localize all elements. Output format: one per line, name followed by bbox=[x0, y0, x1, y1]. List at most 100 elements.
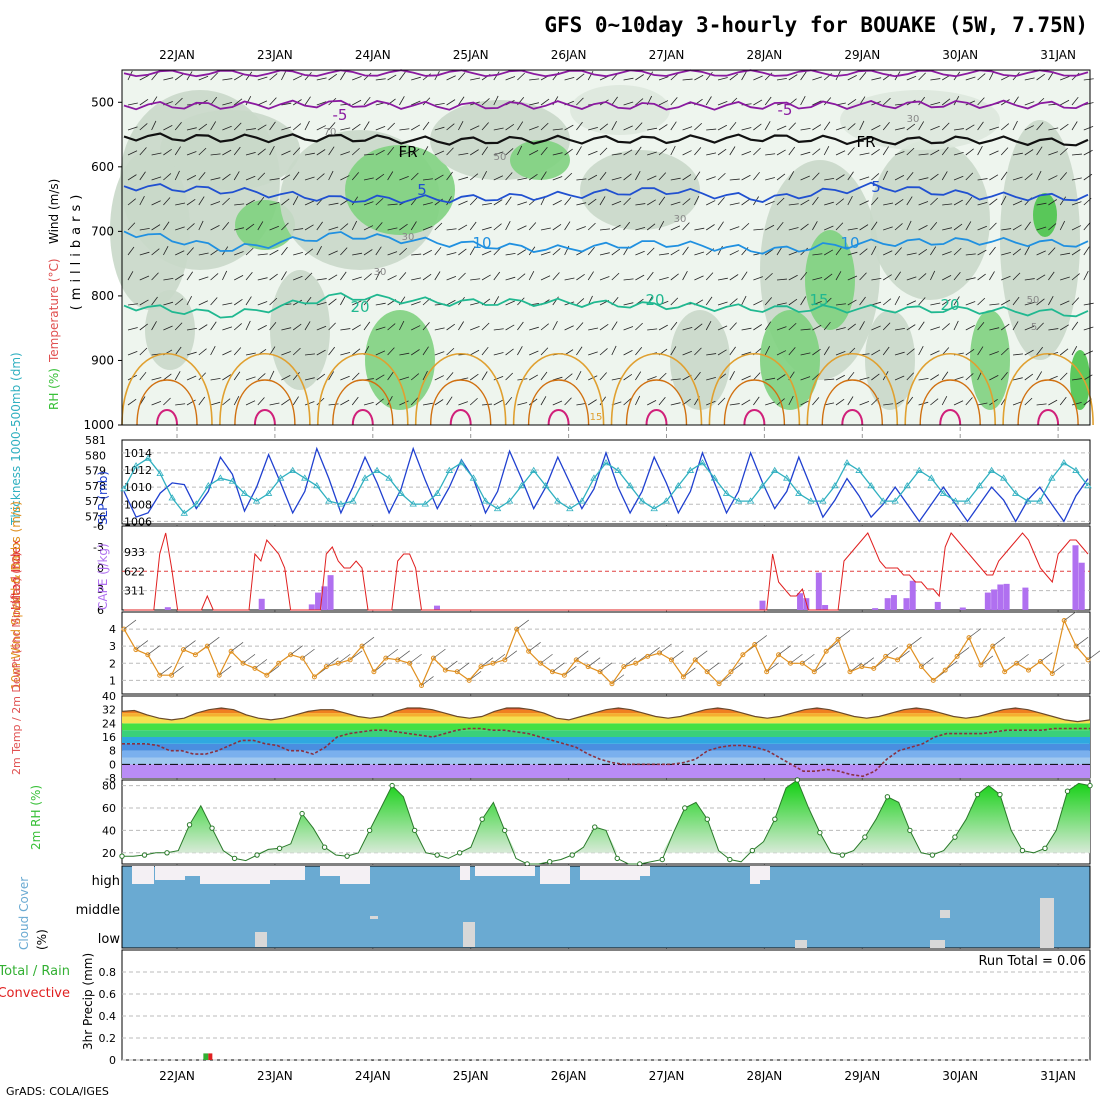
cloud-high-gap bbox=[475, 866, 535, 876]
wind-barb bbox=[859, 200, 869, 206]
wind-barb bbox=[387, 171, 394, 181]
wind-barb bbox=[658, 76, 669, 81]
wind-barb bbox=[529, 350, 539, 356]
precip-ylabel-total: Total / Rain bbox=[0, 964, 70, 979]
wind-barb bbox=[824, 378, 835, 381]
contour-label: 30 bbox=[374, 267, 387, 278]
bl-isotherm-inner bbox=[1017, 379, 1079, 426]
wind10m-point bbox=[585, 664, 591, 670]
rh-point bbox=[231, 855, 238, 862]
wind-barb bbox=[965, 124, 975, 131]
thickness-point bbox=[1036, 497, 1044, 504]
wind-barb bbox=[623, 125, 633, 131]
wind-barb bbox=[292, 196, 299, 206]
wind-barb bbox=[198, 147, 207, 156]
wind-barb bbox=[434, 351, 445, 356]
wind-barb bbox=[883, 202, 894, 206]
wind-barb bbox=[871, 125, 881, 131]
wind-barb bbox=[894, 351, 905, 356]
wind-barb bbox=[139, 195, 145, 206]
wind-barb bbox=[127, 174, 137, 181]
wind-barb bbox=[635, 74, 644, 81]
wind-barb bbox=[245, 175, 256, 181]
wind-barb bbox=[1071, 249, 1081, 256]
wind10m-barb bbox=[147, 645, 161, 655]
wind10m-barb bbox=[814, 662, 827, 673]
cape-bar bbox=[984, 592, 991, 610]
wind10m-point bbox=[966, 635, 972, 641]
wind10m-point bbox=[597, 669, 603, 675]
wind-barb bbox=[186, 175, 197, 181]
rh-point bbox=[592, 824, 598, 830]
thickness-point bbox=[204, 482, 213, 489]
wind-barb bbox=[635, 274, 645, 281]
wind-barb bbox=[764, 96, 772, 106]
wind-barb bbox=[174, 146, 181, 156]
wind-barb bbox=[989, 222, 997, 231]
cape-bar bbox=[934, 601, 941, 610]
wind-barb bbox=[245, 296, 252, 306]
wind-barb bbox=[623, 197, 631, 206]
wind-barb bbox=[599, 171, 607, 181]
wind-barb bbox=[694, 347, 702, 356]
wind10m-barb bbox=[611, 674, 625, 685]
wind-barb bbox=[800, 151, 811, 156]
wind-barb bbox=[387, 251, 398, 256]
wind-barb bbox=[1024, 149, 1034, 156]
wind-barb bbox=[1024, 325, 1035, 331]
cape-bar bbox=[997, 584, 1004, 610]
top-day-label-25jan: 25JAN bbox=[453, 48, 489, 62]
wind-barb bbox=[741, 150, 752, 156]
wind-barb bbox=[1083, 173, 1093, 181]
wind-barb bbox=[493, 352, 504, 356]
rh-blob-18 bbox=[865, 310, 915, 410]
upper-ylabel-part: RH (%) bbox=[47, 368, 61, 410]
wind-barb bbox=[918, 297, 926, 306]
rh-tick-label: 60 bbox=[102, 802, 116, 815]
rh-point bbox=[276, 845, 283, 852]
wind-barb bbox=[882, 170, 888, 181]
wind-barb bbox=[576, 322, 584, 331]
wind-barb bbox=[151, 377, 162, 381]
wind-barb bbox=[470, 325, 480, 331]
bl-isotherm-outer bbox=[904, 353, 996, 426]
bottom-day-label-27jan: 27JAN bbox=[649, 1069, 685, 1083]
wind-barb bbox=[234, 227, 245, 231]
wind-barb bbox=[835, 303, 846, 306]
wind-barb bbox=[564, 197, 572, 206]
wind-barb bbox=[965, 148, 974, 156]
wind-barb bbox=[1036, 274, 1046, 281]
bottom-day-label-30jan: 30JAN bbox=[942, 1069, 978, 1083]
precip-bar-convective bbox=[208, 1053, 213, 1060]
wind-barb bbox=[328, 226, 339, 231]
wind-barb bbox=[823, 145, 830, 156]
footer-credit: GrADS: COLA/IGES bbox=[6, 1085, 109, 1098]
cape-bar bbox=[321, 586, 328, 610]
wind-barb bbox=[564, 124, 574, 131]
thickness-point bbox=[758, 482, 767, 489]
thickness-tick-label: 578 bbox=[85, 480, 106, 493]
wind-barb bbox=[375, 374, 385, 381]
wind10m-barb bbox=[861, 657, 875, 667]
wind-barb bbox=[753, 276, 763, 281]
wind-barb bbox=[340, 271, 347, 281]
wind-barb bbox=[529, 78, 540, 81]
wind10m-barb bbox=[480, 657, 494, 667]
wind-barb bbox=[918, 201, 929, 206]
wind-barb bbox=[705, 96, 712, 106]
wind-barb bbox=[505, 220, 511, 231]
wind-barb bbox=[340, 151, 350, 156]
thickness-point bbox=[590, 474, 598, 481]
rh-point bbox=[344, 853, 350, 859]
wind-barb bbox=[623, 278, 634, 281]
wind-barb bbox=[587, 71, 594, 81]
wind-barb bbox=[281, 126, 292, 131]
wind-barb bbox=[635, 322, 643, 331]
wind-barb bbox=[812, 253, 823, 256]
wind-barb bbox=[800, 296, 807, 306]
wind-barb bbox=[257, 221, 264, 231]
thickness-point bbox=[385, 474, 393, 481]
wind-barb bbox=[540, 147, 548, 156]
thickness-point bbox=[517, 482, 526, 489]
wind-barb bbox=[1060, 75, 1070, 81]
